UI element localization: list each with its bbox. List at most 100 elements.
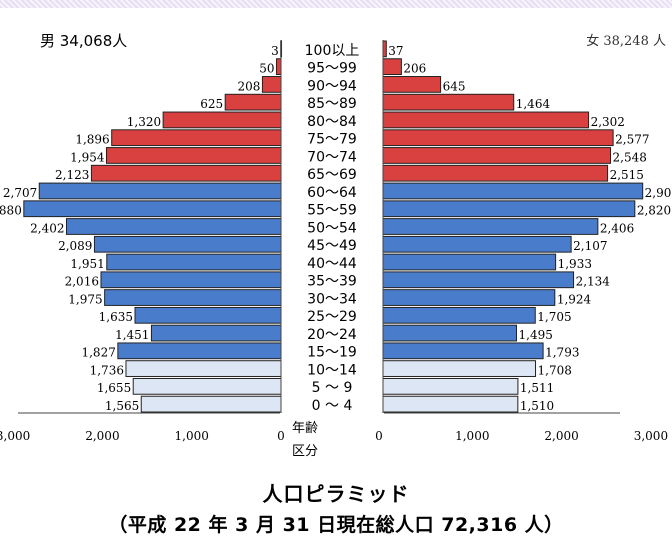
female-tick-label: 3,000 [634,429,668,443]
female-value-label: 1,793 [545,346,579,360]
male-bar [106,147,282,164]
male-value-label: 2,402 [30,221,64,235]
female-value-label: 2,107 [573,239,607,253]
female-value-label: 37 [388,44,403,58]
male-value-label: 1,975 [68,292,102,306]
age-group-label: 60～64 [307,185,357,201]
age-group-label: 35～39 [307,274,357,290]
female-bar [382,164,609,182]
female-value-label: 1,708 [538,363,572,377]
male-value-label: 2,123 [55,168,89,182]
population-pyramid-chart: 3 50 208 625 1,320 1,896 1,954 2,123 2,707 2,880 2… [0,32,672,459]
female-bar [382,289,556,306]
male-value-label: 208 [238,79,261,93]
male-value-label: 2,707 [3,186,37,200]
male-bar [106,253,282,271]
age-group-label: 45～49 [307,238,357,254]
male-value-labels: 3 50 208 625 1,320 1,896 1,954 2,123 2,707 2,880 2… [0,44,279,413]
female-bar [382,377,519,395]
female-bar [382,129,614,147]
male-bar [261,76,282,93]
male-total-label: 男 34,068人 [40,32,127,50]
age-group-label: 30～34 [307,291,357,307]
male-value-label: 1,736 [90,363,124,377]
age-group-label: 100以上 [305,43,360,59]
male-bar [162,111,282,129]
male-bar [134,306,282,324]
age-group-label: 75～79 [307,132,357,148]
male-value-label: 2,089 [58,239,92,253]
male-bar [93,235,282,253]
male-value-label: 1,655 [97,381,131,395]
female-value-label: 2,577 [615,133,649,147]
age-group-label: 10～14 [307,362,357,378]
age-group-label: 20～24 [307,327,357,343]
center-axis-label-line2: 区分 [292,444,318,459]
female-bar [382,218,599,235]
female-bar [382,111,590,129]
female-value-label: 2,820 [637,204,671,218]
female-tick-label: 1,000 [455,429,489,443]
female-bar [382,324,518,342]
male-tick-labels: 3,000 2,000 1,000 0 [0,429,285,443]
center-axis-label-line1: 年齢 [292,421,318,436]
female-value-label: 1,924 [557,292,592,306]
male-bar [224,93,282,111]
male-bar [132,377,282,395]
male-value-label: 1,827 [81,346,115,360]
female-bar [382,93,515,111]
female-value-label: 1,510 [520,399,554,413]
female-bar [382,58,402,76]
male-bar [66,218,282,235]
female-tick-labels: 0 1,000 2,000 3,000 [375,429,668,443]
male-value-label: 1,565 [105,399,139,413]
male-tick-label: 2,000 [85,429,119,443]
chart-subtitle: （平成 22 年 3 月 31 日現在総人口 72,316 人） [108,514,564,536]
male-bar [90,164,282,182]
female-bar [382,253,557,271]
female-value-label: 1,495 [519,328,553,342]
male-tick-label: 1,000 [175,429,209,443]
age-group-label: 5 ～ 9 [312,380,353,396]
female-bar [382,395,519,413]
age-group-label: 25～29 [307,309,357,325]
age-group-label: 15～19 [307,345,357,361]
age-group-label: 85～89 [307,96,357,112]
female-bar [382,360,537,377]
female-bar [382,76,442,93]
female-bar [382,182,644,200]
female-value-label: 206 [403,62,426,76]
age-group-label: 50～54 [307,220,357,236]
male-value-label: 2,016 [65,275,99,289]
age-group-label: 65～69 [307,167,357,183]
male-bar [100,271,282,289]
female-value-label: 1,705 [537,310,571,324]
male-bar [23,200,282,218]
male-value-label: 1,896 [75,133,109,147]
male-tick-label: 0 [277,429,285,443]
female-bar [382,200,636,218]
female-bar [382,342,544,360]
female-tick-label: 0 [375,429,383,443]
male-value-label: 1,451 [115,328,149,342]
female-value-label: 2,548 [613,150,647,164]
female-bars [382,40,644,413]
male-value-label: 2,880 [0,204,22,218]
age-group-label: 55～59 [307,203,357,219]
male-bars [23,40,283,413]
male-bar [140,395,282,413]
female-value-label: 2,302 [591,115,625,129]
chart-title: 人口ピラミッド [262,482,410,506]
age-group-label: 70～74 [307,149,357,165]
age-group-label: 40～44 [307,256,357,272]
female-value-label: 2,515 [610,168,644,182]
female-value-label: 2,908 [645,186,672,200]
male-tick-label: 3,000 [0,429,30,443]
male-bar [38,182,282,200]
top-pattern-band [0,0,672,8]
male-value-label: 1,320 [127,115,161,129]
female-bar [382,235,572,253]
